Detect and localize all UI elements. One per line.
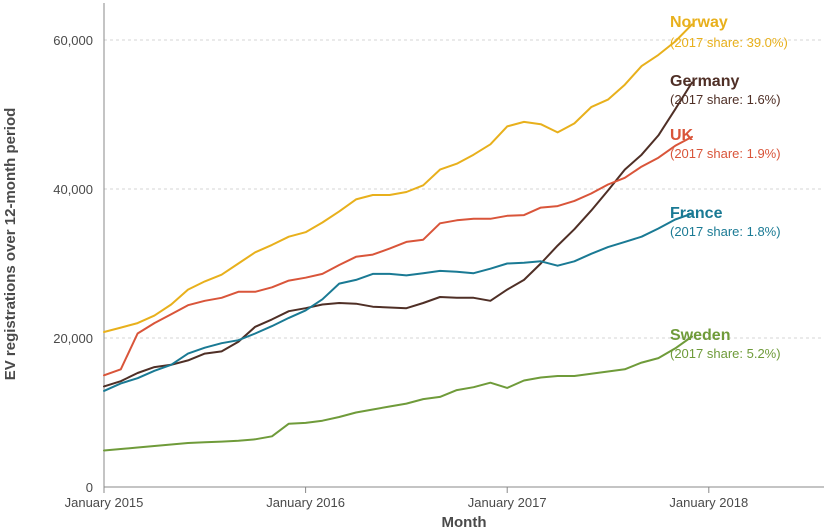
y-tick-label: 60,000 (53, 33, 93, 48)
series-line-france (103, 212, 693, 392)
y-axis-title: EV registrations over 12-month period (2, 108, 19, 381)
series-share-norway: (2017 share: 39.0%) (670, 35, 788, 50)
series-label-germany: Germany (670, 73, 739, 90)
y-tick-label: 20,000 (53, 331, 93, 346)
series-share-uk: (2017 share: 1.9%) (670, 146, 781, 161)
series-label-norway: Norway (670, 14, 728, 31)
series-share-sweden: (2017 share: 5.2%) (670, 346, 781, 361)
series-line-uk (103, 135, 693, 377)
series-label-sweden: Sweden (670, 327, 730, 344)
series-share-germany: (2017 share: 1.6%) (670, 92, 781, 107)
series-share-france: (2017 share: 1.8%) (670, 224, 781, 239)
series-label-france: France (670, 205, 723, 222)
series-line-germany (103, 81, 693, 388)
x-tick-label: January 2015 (65, 495, 144, 510)
y-tick-label: 0 (86, 480, 93, 495)
series-label-uk: UK (670, 127, 694, 144)
axes (103, 3, 824, 488)
ticks: 0 20,000 40,000 60,000 January 2015 January 2… (53, 33, 748, 510)
y-tick-label: 40,000 (53, 182, 93, 197)
grid-lines (104, 39, 824, 339)
x-tick-label: January 2017 (468, 495, 547, 510)
x-tick-label: January 2018 (669, 495, 748, 510)
x-tick-label: January 2016 (266, 495, 345, 510)
series-line-norway (103, 23, 693, 333)
x-axis-title: Month (442, 514, 487, 531)
series-labels: Norway (2017 share: 39.0%) Germany (2017 sh… (670, 14, 788, 361)
series-lines (103, 23, 693, 452)
series-line-sweden (103, 335, 693, 452)
